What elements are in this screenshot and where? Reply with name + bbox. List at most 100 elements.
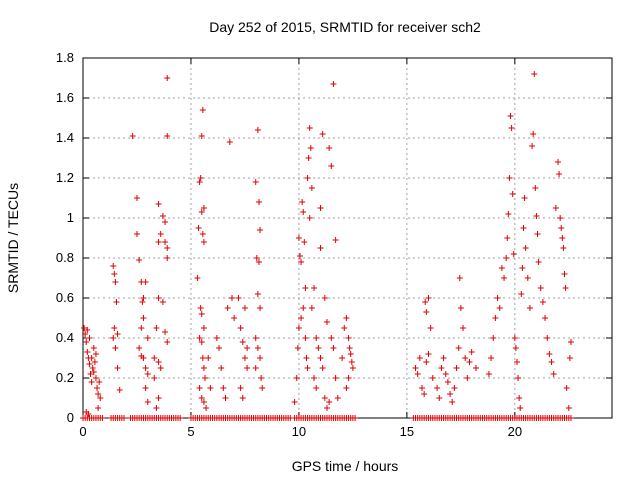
data-point: [442, 371, 449, 377]
data-point: [129, 133, 136, 139]
data-point: [142, 385, 149, 391]
chart-title: Day 252 of 2015, SRMTID for receiver sch…: [209, 19, 481, 35]
data-point: [305, 155, 312, 161]
data-point: [162, 329, 169, 335]
data-point: [518, 291, 525, 297]
data-point: [155, 201, 162, 207]
data-point: [83, 339, 90, 345]
data-point: [560, 245, 567, 251]
data-point: [84, 349, 91, 355]
y-tick-label: 1.4: [56, 130, 74, 145]
data-point: [114, 331, 121, 337]
data-point: [218, 365, 225, 371]
data-point: [257, 355, 264, 361]
data-point: [198, 395, 205, 401]
y-tick-label: 1: [67, 210, 74, 225]
data-point: [546, 351, 553, 357]
y-tick-label: 1.6: [56, 90, 74, 105]
data-point: [311, 285, 318, 291]
data-point: [136, 257, 143, 263]
data-point: [201, 375, 208, 381]
data-point: [89, 365, 96, 371]
data-point: [455, 345, 462, 351]
data-point: [559, 235, 566, 241]
data-point: [241, 355, 248, 361]
data-point: [558, 225, 565, 231]
data-point: [136, 345, 143, 351]
data-point: [306, 125, 313, 131]
data-point: [200, 325, 207, 331]
data-point: [222, 395, 229, 401]
data-point: [519, 265, 526, 271]
data-point: [298, 315, 305, 321]
data-point: [196, 179, 203, 185]
data-point: [317, 355, 324, 361]
data-point: [138, 353, 145, 359]
data-point: [237, 325, 244, 331]
data-point: [557, 215, 564, 221]
data-point: [241, 305, 248, 311]
data-point: [112, 279, 119, 285]
data-point: [539, 299, 546, 305]
data-point: [505, 211, 512, 217]
y-axis-label: SRMTID / TECUs: [5, 183, 21, 293]
data-point: [548, 359, 555, 365]
y-tick-label: 0.6: [56, 290, 74, 305]
data-point: [349, 365, 356, 371]
data-point: [164, 339, 171, 345]
data-point: [319, 365, 326, 371]
data-point: [515, 375, 522, 381]
data-point: [468, 349, 475, 355]
data-point-zero: [567, 415, 574, 421]
data-point: [244, 365, 251, 371]
data-point: [530, 131, 537, 137]
data-point: [421, 391, 428, 397]
data-point: [526, 305, 533, 311]
data-point: [565, 405, 572, 411]
data-point: [295, 235, 302, 241]
y-tick-label: 0: [67, 410, 74, 425]
data-point: [451, 385, 458, 391]
data-point: [110, 263, 117, 269]
data-point: [298, 259, 305, 265]
data-point: [224, 305, 231, 311]
data-point: [200, 205, 207, 211]
data-point: [207, 385, 214, 391]
data-point: [88, 379, 95, 385]
data-point: [521, 195, 528, 201]
data-point: [447, 391, 454, 397]
data-point: [81, 325, 88, 331]
data-point: [299, 199, 306, 205]
data-point: [155, 395, 162, 401]
data-point: [535, 259, 542, 265]
data-point: [524, 275, 531, 281]
data-point: [302, 285, 309, 291]
data-point: [488, 355, 495, 361]
data-point: [155, 295, 162, 301]
data-point: [235, 295, 242, 301]
data-point: [323, 319, 330, 325]
data-point: [205, 355, 212, 361]
data-point: [213, 335, 220, 341]
data-point: [293, 375, 300, 381]
data-point: [466, 359, 473, 365]
data-point: [90, 345, 97, 351]
data-point: [460, 325, 467, 331]
data-point: [253, 255, 260, 261]
x-tick-label: 10: [292, 424, 306, 439]
data-point: [414, 371, 421, 377]
data-point: [198, 133, 205, 139]
data-point: [157, 365, 164, 371]
data-point: [563, 385, 570, 391]
data-point: [85, 411, 92, 417]
data-point: [317, 205, 324, 211]
data-point-zero: [177, 415, 184, 421]
data-point: [252, 179, 259, 185]
data-point: [95, 391, 102, 397]
data-point: [258, 375, 265, 381]
data-point: [436, 395, 443, 401]
data-point: [348, 359, 355, 365]
data-point: [339, 355, 346, 361]
data-point: [110, 335, 117, 341]
data-point: [95, 405, 102, 411]
